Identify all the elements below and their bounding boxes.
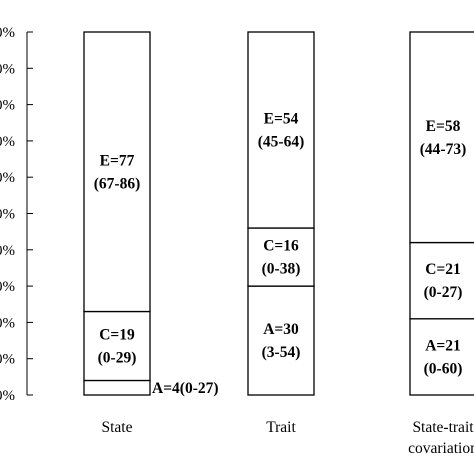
segment-label: C=19 (0-29) <box>98 326 137 366</box>
y-tick-label: 50% <box>0 207 15 223</box>
y-tick-label: 30% <box>0 279 15 295</box>
y-tick-label: 20% <box>0 315 15 331</box>
bar-segment-c <box>409 241 474 320</box>
x-category-label: Trait <box>266 419 296 436</box>
bar-segment-a <box>247 285 315 396</box>
y-tick-label: 70% <box>0 134 15 150</box>
x-category-label: State-trait covariation <box>408 419 474 457</box>
y-tick-label: 40% <box>0 243 15 259</box>
bar-segment-a <box>409 318 474 396</box>
segment-label: A=21 (0-60) <box>424 337 463 377</box>
segment-label: E=58 (44-73) <box>420 118 467 158</box>
bar-group: A=21 (0-60) C=21 (0-27) E=58 (44-73) <box>409 31 474 396</box>
bars: A=4(0-27) C=19 (0-29) E=77 (67-86) A=30 (3-54)… <box>83 31 474 397</box>
bar-segment-e <box>83 31 151 313</box>
bar-segment-a <box>83 379 151 396</box>
segment-label: A=30 (3-54) <box>262 321 301 361</box>
bar-segment-e <box>247 31 315 229</box>
y-tick-label: 80% <box>0 98 15 114</box>
bar-group: A=4(0-27) C=19 (0-29) E=77 (67-86) <box>83 31 219 397</box>
segment-label: C=16 (0-38) <box>262 238 301 278</box>
y-tick-label: 10% <box>0 352 15 368</box>
y-axis: 0% 10% 20% 30% 40% 50% 60% 70% 80% 90% 100% <box>0 25 33 404</box>
bar-segment-c <box>247 227 315 287</box>
bar-segment-c <box>83 310 151 382</box>
segment-label: E=77 (67-86) <box>94 152 141 192</box>
x-category-label: State <box>102 419 133 436</box>
segment-label: A=4(0-27) <box>152 380 219 397</box>
y-tick-label: 0% <box>0 388 15 404</box>
bar-segment-e <box>409 31 474 244</box>
segment-label: E=54 (45-64) <box>258 111 305 151</box>
y-tick-label: 100% <box>0 25 15 41</box>
bar-group: A=30 (3-54) C=16 (0-38) E=54 (45-64) <box>247 31 315 396</box>
y-tick-label: 60% <box>0 170 15 186</box>
segment-label: C=21 (0-27) <box>424 261 463 301</box>
y-tick-label: 90% <box>0 61 15 77</box>
x-axis-labels: State Trait State-trait covariation <box>102 419 474 457</box>
